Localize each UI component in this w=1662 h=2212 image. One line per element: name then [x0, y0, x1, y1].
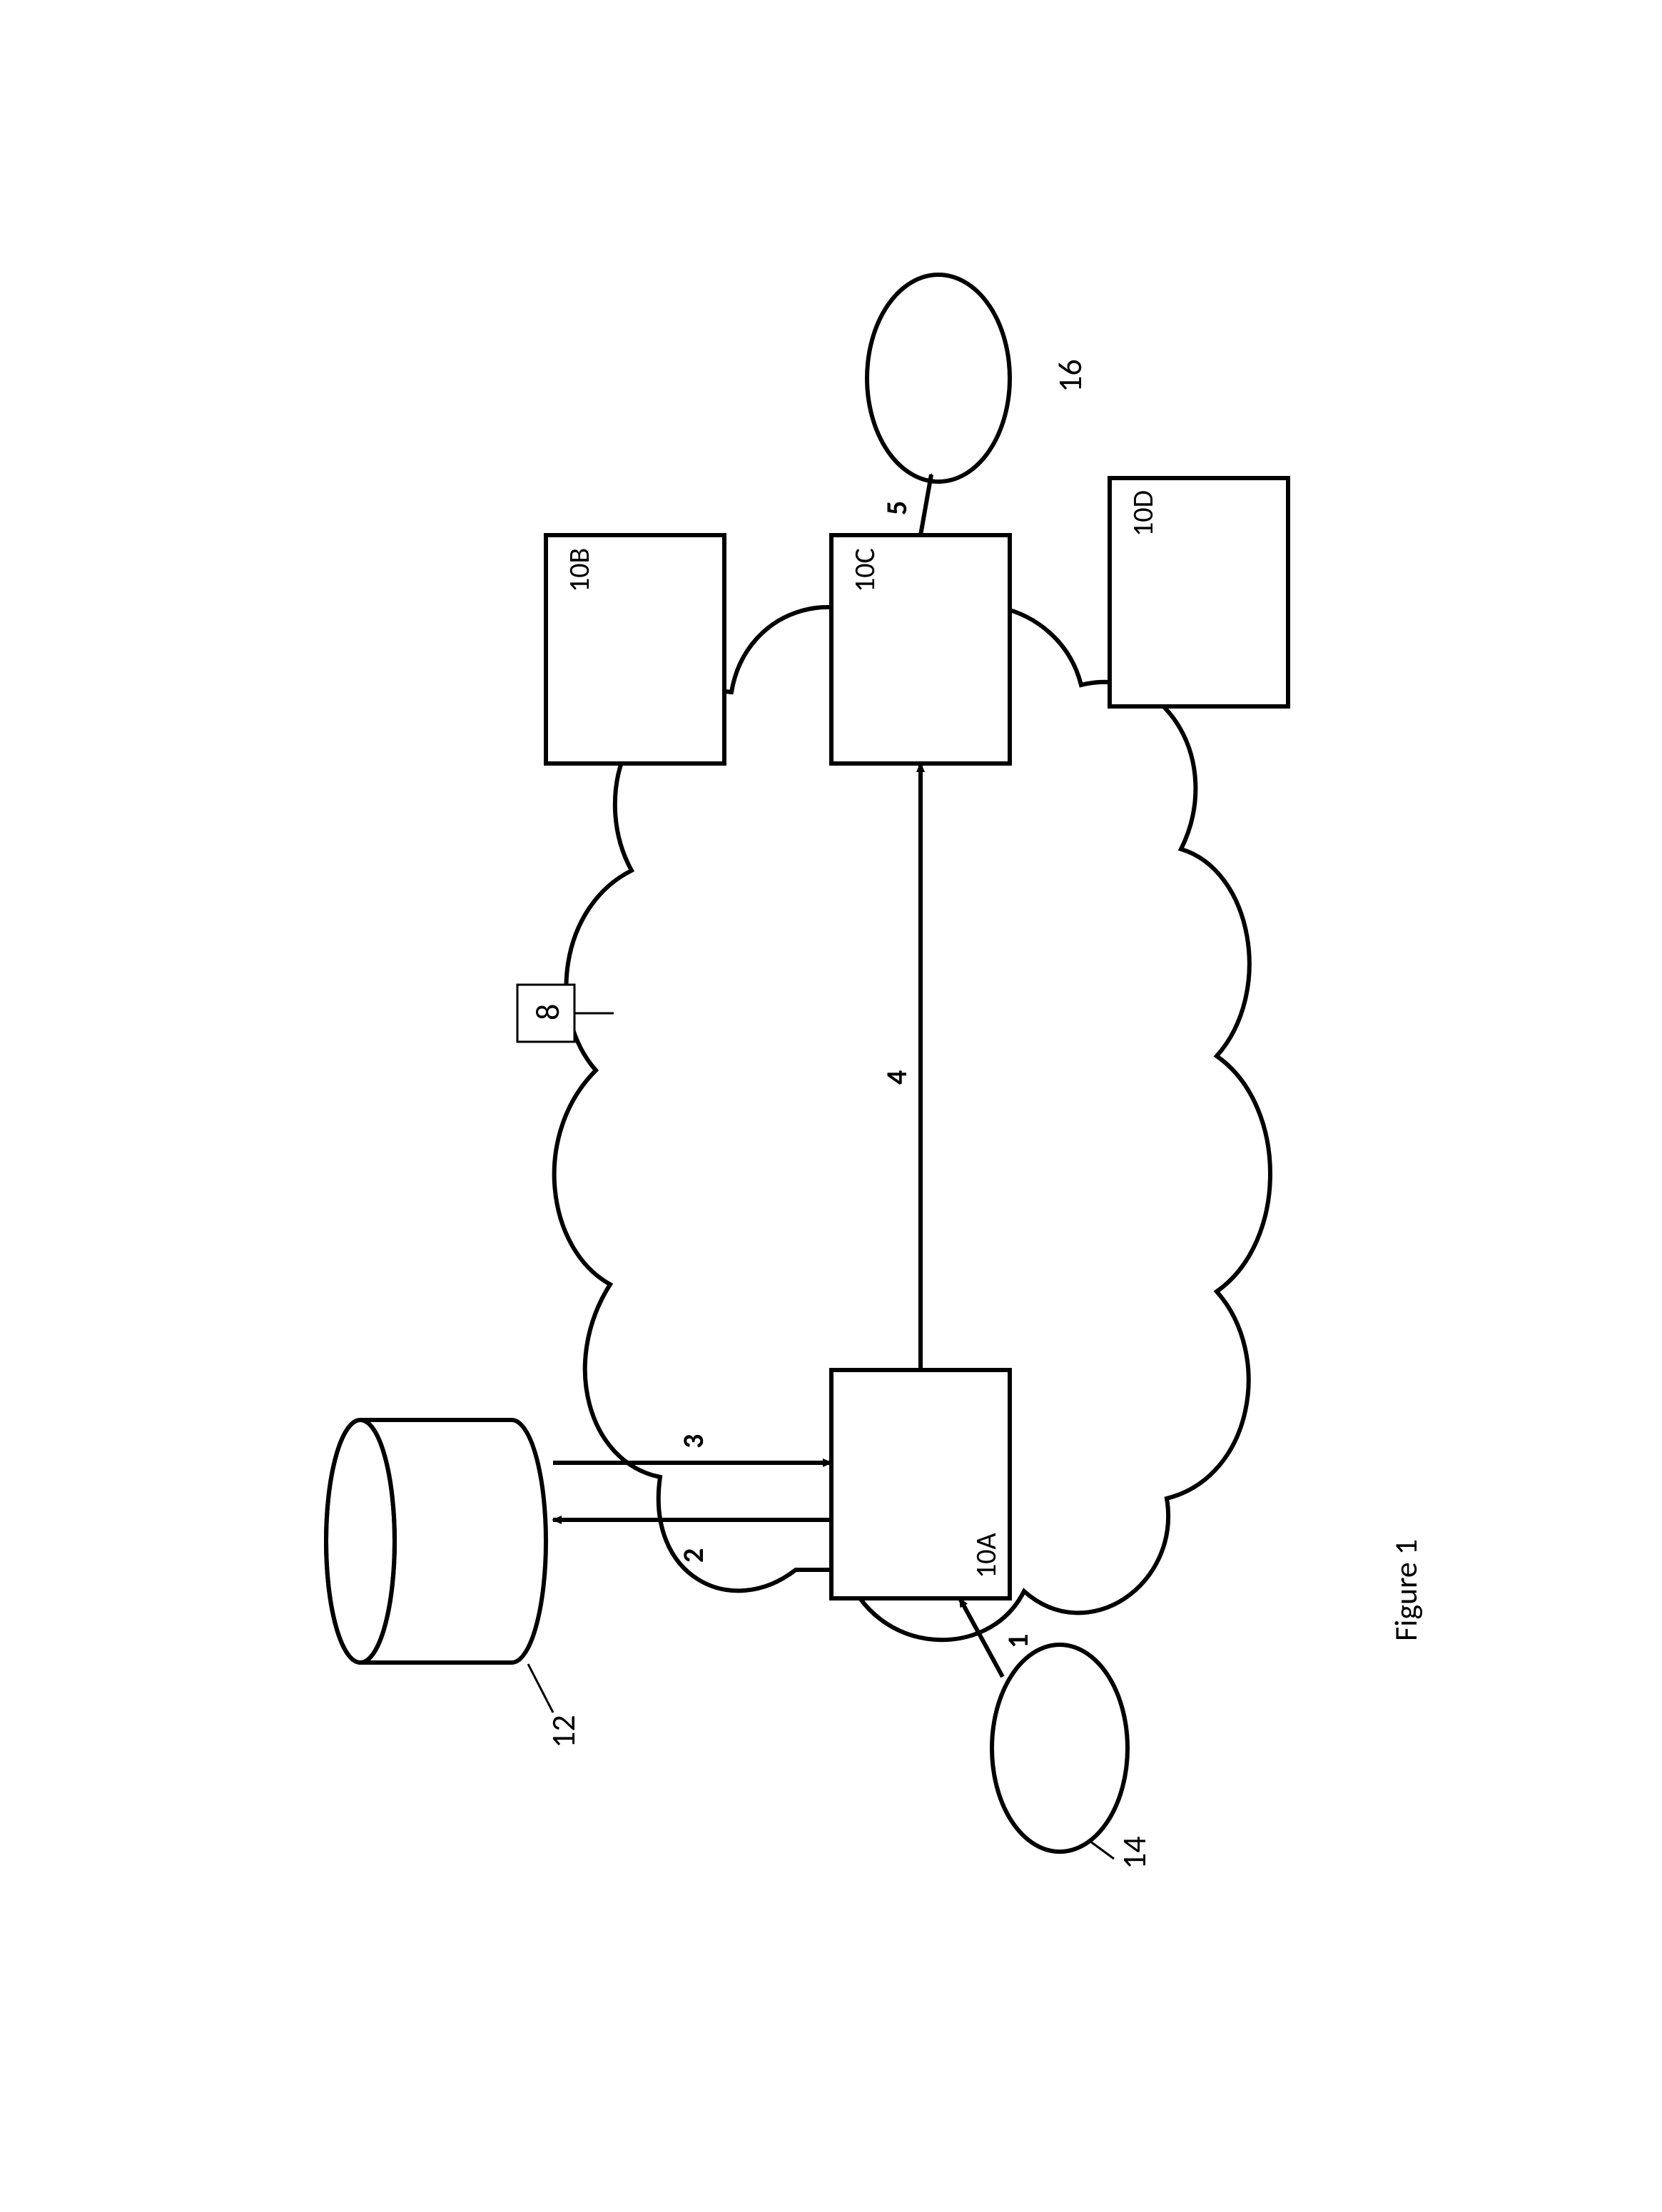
ellipse-16 — [867, 275, 1010, 482]
figure-caption: Figure 1 — [1387, 1539, 1425, 1641]
ref-leader-14 — [1090, 1841, 1114, 1859]
edge-label-e4: 4 — [879, 1070, 914, 1085]
box-label-10A: 10A — [968, 1532, 1003, 1578]
diagram-wrapper: 1234512141610A10B10C10D8Figure 1 — [189, 250, 1474, 1962]
ref-label-12: 12 — [544, 1715, 584, 1748]
cylinder-12-top — [326, 1420, 395, 1663]
network-diagram: 1234512141610A10B10C10D8Figure 1 — [189, 250, 1474, 1962]
box-label-10C: 10C — [847, 548, 882, 592]
ref-label-8: 8 — [528, 1004, 568, 1020]
cylinder-12 — [326, 1420, 546, 1663]
edge-label-e5: 5 — [879, 501, 914, 515]
ref-label-14: 14 — [1115, 1836, 1155, 1869]
edge-label-e1: 1 — [1000, 1634, 1035, 1648]
edge-label-e2: 2 — [676, 1548, 711, 1563]
box-label-10D: 10D — [1125, 490, 1160, 537]
ref-label-16: 16 — [1050, 359, 1090, 392]
ellipse-14 — [992, 1645, 1128, 1852]
box-label-10B: 10B — [562, 548, 597, 592]
edge-label-e3: 3 — [676, 1434, 711, 1449]
ref-leader-12 — [528, 1664, 553, 1713]
edge-e5 — [921, 475, 931, 535]
